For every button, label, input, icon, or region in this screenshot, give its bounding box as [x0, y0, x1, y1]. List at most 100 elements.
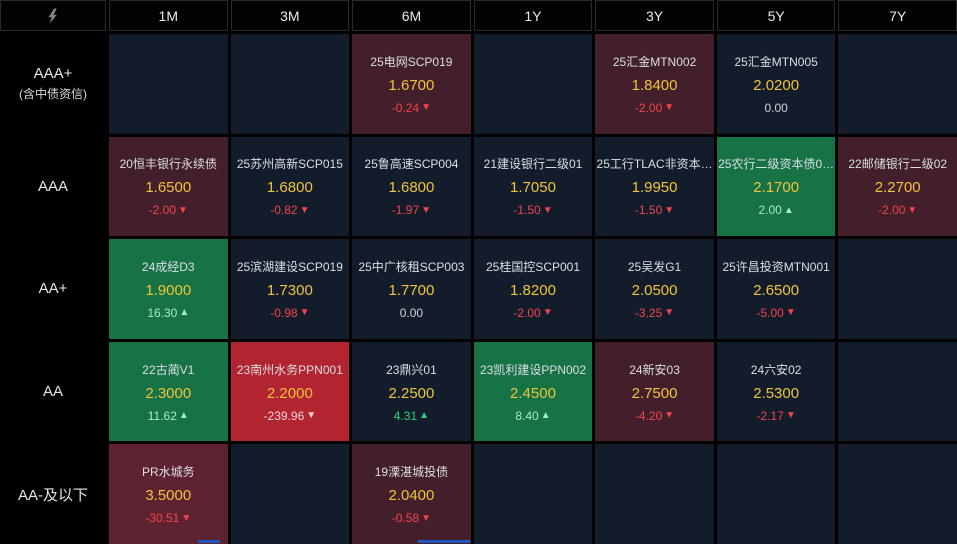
row-label: AA: [0, 341, 106, 442]
bond-cell[interactable]: 21建设银行二级01 1.7050 -1.50 ▼: [473, 136, 593, 237]
bond-yield: 2.2000: [266, 384, 313, 402]
bond-cell[interactable]: 25吴发G1 2.0500 -3.25 ▼: [595, 239, 714, 339]
column-header-3y[interactable]: 3Y: [595, 0, 714, 31]
bond-change-value: 0.00: [764, 100, 788, 115]
bond-change: -3.25 ▼: [635, 306, 674, 320]
bond-cell[interactable]: 24新安03 2.7500 -4.20 ▼: [595, 341, 714, 442]
row-label-text: AA+: [38, 280, 68, 298]
bond-yield: 2.6500: [753, 281, 800, 299]
bond-name: 25鲁高速SCP004: [364, 157, 459, 172]
bond-cell[interactable]: 25电网SCP019 1.6700 -0.24 ▼: [352, 34, 471, 134]
bond-change: 8.40 ▲: [515, 409, 550, 423]
bond-cell[interactable]: 25工行TLAC非资本… 1.9950 -1.50 ▼: [595, 136, 714, 237]
arrow-down-icon: ▼: [542, 307, 553, 319]
column-header-5y[interactable]: 5Y: [716, 0, 836, 31]
arrow-down-icon: ▼: [664, 204, 675, 216]
bond-change: 16.30 ▲: [147, 306, 189, 320]
bond-change: -0.98 ▼: [270, 306, 309, 320]
scrollbar-marker: [418, 540, 470, 543]
bond-change: -0.82 ▼: [270, 203, 309, 217]
bond-change: -1.50 ▼: [513, 203, 552, 217]
row-label-text: AAA: [37, 177, 68, 195]
bond-cell[interactable]: 23凯利建设PPN002 2.4500 8.40 ▲: [473, 341, 593, 442]
arrow-down-icon: ▼: [178, 204, 188, 216]
bond-yield: 1.6800: [388, 179, 435, 197]
bond-cell[interactable]: 25许昌投资MTN001 2.6500 -5.00 ▼: [716, 239, 836, 339]
bond-name: 25许昌投资MTN001: [722, 259, 830, 274]
bond-name: 25农行二级资本债0…: [718, 157, 835, 172]
column-header-1m[interactable]: 1M: [109, 0, 228, 31]
column-header-label: 1Y: [524, 7, 542, 24]
bond-cell[interactable]: 25汇金MTN005 2.0200 0.00: [716, 34, 836, 134]
bond-cell[interactable]: 19溧湛城投债 2.0400 -0.58 ▼: [352, 444, 471, 544]
bond-change: 4.31 ▲: [394, 409, 429, 423]
bond-change-value: -2.17: [756, 408, 784, 423]
bond-cell[interactable]: 23南州水务PPN001 2.2000 -239.96 ▼: [230, 341, 350, 442]
logo-icon: [48, 8, 57, 23]
column-header-6m[interactable]: 6M: [352, 0, 471, 31]
bond-name: 22古蔺V1: [142, 362, 195, 377]
bond-change: 2.00 ▲: [759, 203, 794, 217]
bond-name: 25汇金MTN005: [734, 54, 818, 69]
bond-yield: 2.0400: [388, 487, 435, 505]
bond-yield: 1.6500: [145, 179, 192, 197]
bond-cell[interactable]: 23鼎兴01 2.2500 4.31 ▲: [352, 341, 471, 442]
bond-cell-empty: [838, 341, 957, 442]
bond-name: 22邮储银行二级02: [848, 157, 948, 172]
bond-cell[interactable]: 24六安02 2.5300 -2.17 ▼: [716, 341, 836, 442]
column-header-7y[interactable]: 7Y: [838, 0, 957, 31]
bond-cell-empty: [109, 34, 228, 134]
bond-yield: 1.6700: [388, 76, 435, 94]
bond-yield: 2.7500: [631, 384, 678, 402]
bond-cell-empty: [838, 239, 957, 339]
bond-change: -4.20 ▼: [635, 409, 674, 423]
bond-cell-empty: [595, 444, 714, 544]
bond-yield: 3.5000: [145, 487, 192, 505]
bond-change-value: 0.00: [399, 305, 424, 320]
bond-cell[interactable]: 24成经D3 1.9000 16.30 ▲: [109, 239, 228, 339]
bond-change: 0.00: [400, 306, 423, 320]
bond-change-value: -30.51: [145, 511, 180, 526]
bond-name: 21建设银行二级01: [483, 157, 583, 172]
bond-cell[interactable]: 25桂国控SCP001 1.8200 -2.00 ▼: [473, 239, 593, 339]
bond-cell-empty: [230, 34, 350, 134]
bond-change-value: 16.30: [147, 305, 178, 320]
bond-name: 23凯利建设PPN002: [479, 362, 587, 377]
arrow-down-icon: ▼: [664, 410, 675, 422]
bond-change-value: -4.20: [634, 408, 663, 423]
bond-cell[interactable]: 22邮储银行二级02 2.2700 -2.00 ▼: [838, 136, 957, 237]
bond-change: -2.00 ▼: [513, 306, 552, 320]
column-header-label: 6M: [401, 7, 422, 24]
bond-cell[interactable]: PR水城务 3.5000 -30.51 ▼: [109, 444, 228, 544]
bond-change-value: -5.00: [756, 305, 784, 320]
bond-cell[interactable]: 25苏州高新SCP015 1.6800 -0.82 ▼: [230, 136, 350, 237]
bond-cell[interactable]: 25滨湖建设SCP019 1.7300 -0.98 ▼: [230, 239, 350, 339]
column-header-1y[interactable]: 1Y: [473, 0, 593, 31]
bond-cell[interactable]: 25农行二级资本债0… 2.1700 2.00 ▲: [716, 136, 836, 237]
row-sublabel-text: (含中债资信): [19, 87, 87, 102]
bond-change-value: -0.82: [270, 203, 298, 218]
row-label: AA+: [0, 239, 106, 339]
column-header-label: 3Y: [646, 7, 664, 24]
bond-yield: 2.3000: [145, 384, 192, 402]
bond-change-value: 4.31: [393, 408, 418, 423]
bond-cell[interactable]: 25鲁高速SCP004 1.6800 -1.97 ▼: [352, 136, 471, 237]
bond-name: 25中广核租SCP003: [358, 259, 465, 274]
bond-yield: 1.7700: [388, 281, 435, 299]
arrow-up-icon: ▲: [179, 307, 190, 319]
bond-yield: 2.5300: [753, 384, 800, 402]
bond-cell[interactable]: 25中广核租SCP003 1.7700 0.00: [352, 239, 471, 339]
column-header-label: 7Y: [889, 7, 907, 24]
bond-name: 19溧湛城投债: [374, 465, 449, 480]
bond-change-value: -2.00: [634, 100, 663, 115]
bond-cell[interactable]: 22古蔺V1 2.3000 11.62 ▲: [109, 341, 228, 442]
bond-change-value: 8.40: [515, 408, 539, 423]
bond-cell[interactable]: 20恒丰银行永续债 1.6500 -2.00 ▼: [109, 136, 228, 237]
bond-name: 23鼎兴01: [386, 362, 437, 377]
row-label: AA-及以下: [0, 444, 106, 544]
arrow-down-icon: ▼: [664, 307, 675, 319]
arrow-down-icon: ▼: [785, 307, 796, 319]
bond-cell[interactable]: 25汇金MTN002 1.8400 -2.00 ▼: [595, 34, 714, 134]
bond-name: 24新安03: [629, 362, 680, 377]
column-header-3m[interactable]: 3M: [230, 0, 350, 31]
